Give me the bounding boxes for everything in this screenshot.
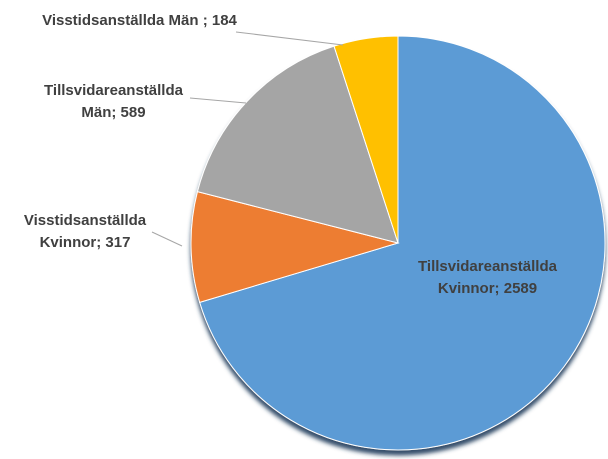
pie-slice bbox=[190, 191, 400, 303]
slice-label: Tillsvidareanställda Män; 589 bbox=[44, 82, 183, 121]
pie bbox=[190, 35, 606, 451]
slice-label: Tillsvidareanställda Kvinnor; 2589 bbox=[418, 258, 557, 297]
slice-label: Visstidsanställda Män ; 184 bbox=[42, 12, 237, 29]
leader-line bbox=[189, 97, 247, 104]
pie-slice bbox=[196, 45, 399, 244]
leader-line bbox=[235, 31, 344, 46]
slice-label: Visstidsanställda Kvinnor; 317 bbox=[23, 212, 147, 251]
pie-slice bbox=[333, 35, 399, 244]
leader-line bbox=[151, 231, 183, 247]
pie-slice bbox=[199, 35, 606, 451]
